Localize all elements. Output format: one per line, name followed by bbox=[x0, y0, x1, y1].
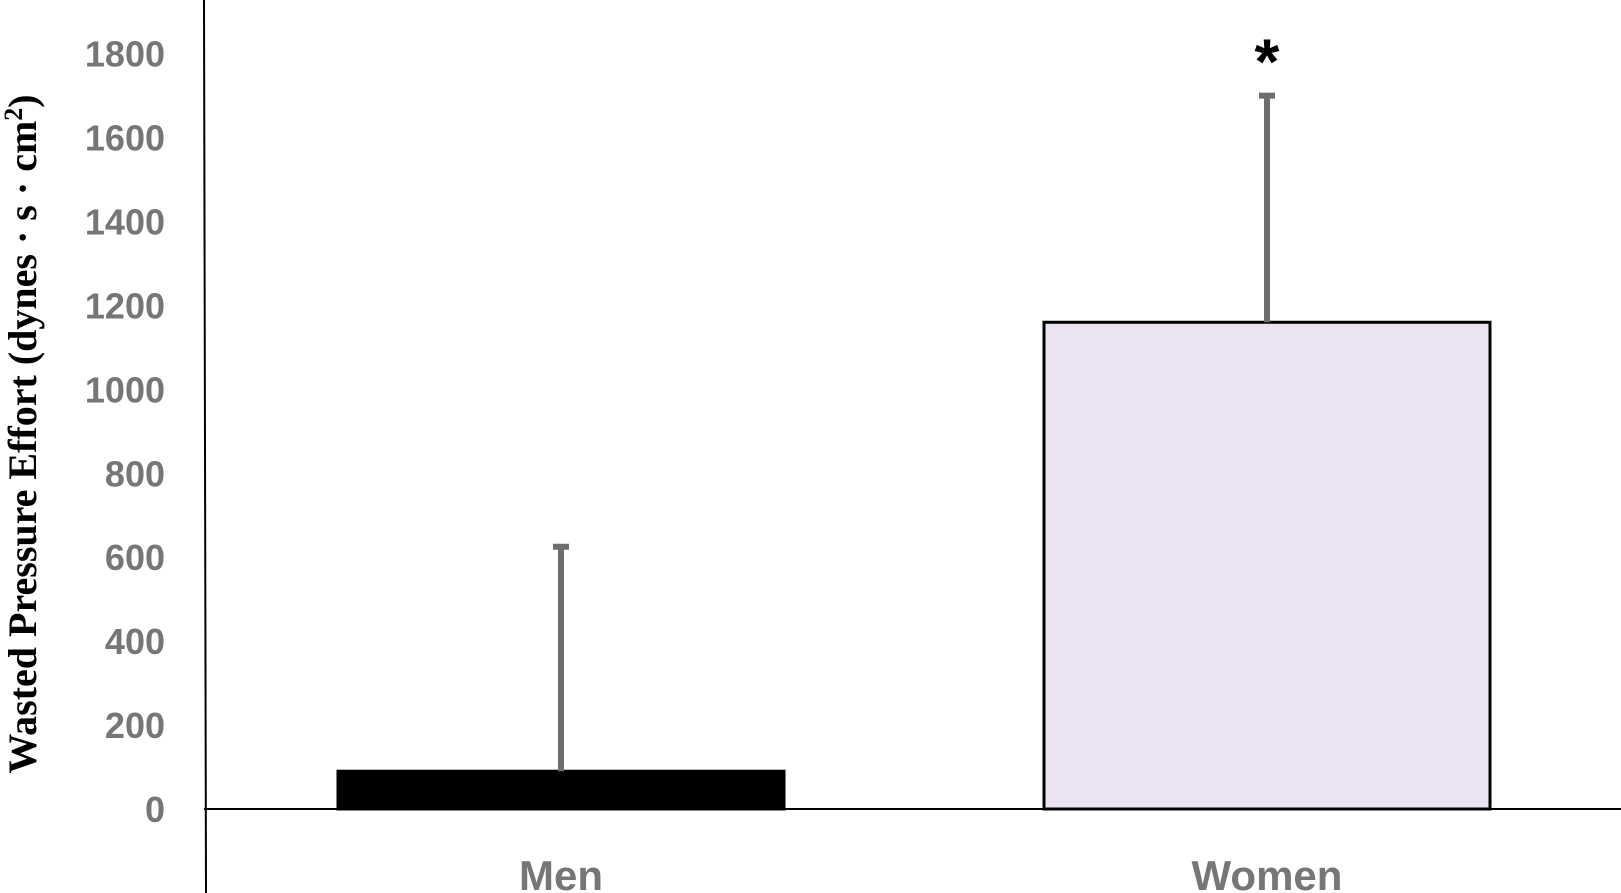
y-axis-label: Wasted Pressure Effort (dynes · s · cm2) bbox=[0, 94, 45, 773]
significance-marker: * bbox=[1255, 26, 1280, 98]
y-tick-label: 1600 bbox=[85, 118, 165, 159]
x-category-label: Women bbox=[1192, 852, 1343, 893]
error-bar-men bbox=[553, 543, 569, 772]
annotations: * bbox=[1255, 26, 1280, 98]
x-category-label: Men bbox=[519, 852, 603, 893]
y-tick-label: 600 bbox=[105, 537, 165, 578]
category-labels: Men Women bbox=[519, 852, 1342, 893]
y-axis-line bbox=[203, 0, 207, 893]
bars-group bbox=[336, 320, 1492, 811]
y-tick-label: 1800 bbox=[85, 34, 165, 75]
y-tick-label: 1200 bbox=[85, 285, 165, 326]
error-bars-group bbox=[553, 92, 1275, 772]
bar-men bbox=[336, 769, 786, 811]
y-tick-label: 1000 bbox=[85, 369, 165, 410]
y-tick-label: 200 bbox=[105, 705, 165, 746]
error-bar-women bbox=[1259, 92, 1275, 323]
y-tick-label: 1400 bbox=[85, 202, 165, 243]
y-tick-label: 400 bbox=[105, 621, 165, 662]
y-axis-ticks: 0 200 400 600 800 1000 1200 1400 1600 1800 bbox=[85, 34, 165, 830]
bar-women bbox=[1042, 320, 1492, 811]
y-tick-label: 0 bbox=[145, 789, 165, 830]
y-tick-label: 800 bbox=[105, 453, 165, 494]
